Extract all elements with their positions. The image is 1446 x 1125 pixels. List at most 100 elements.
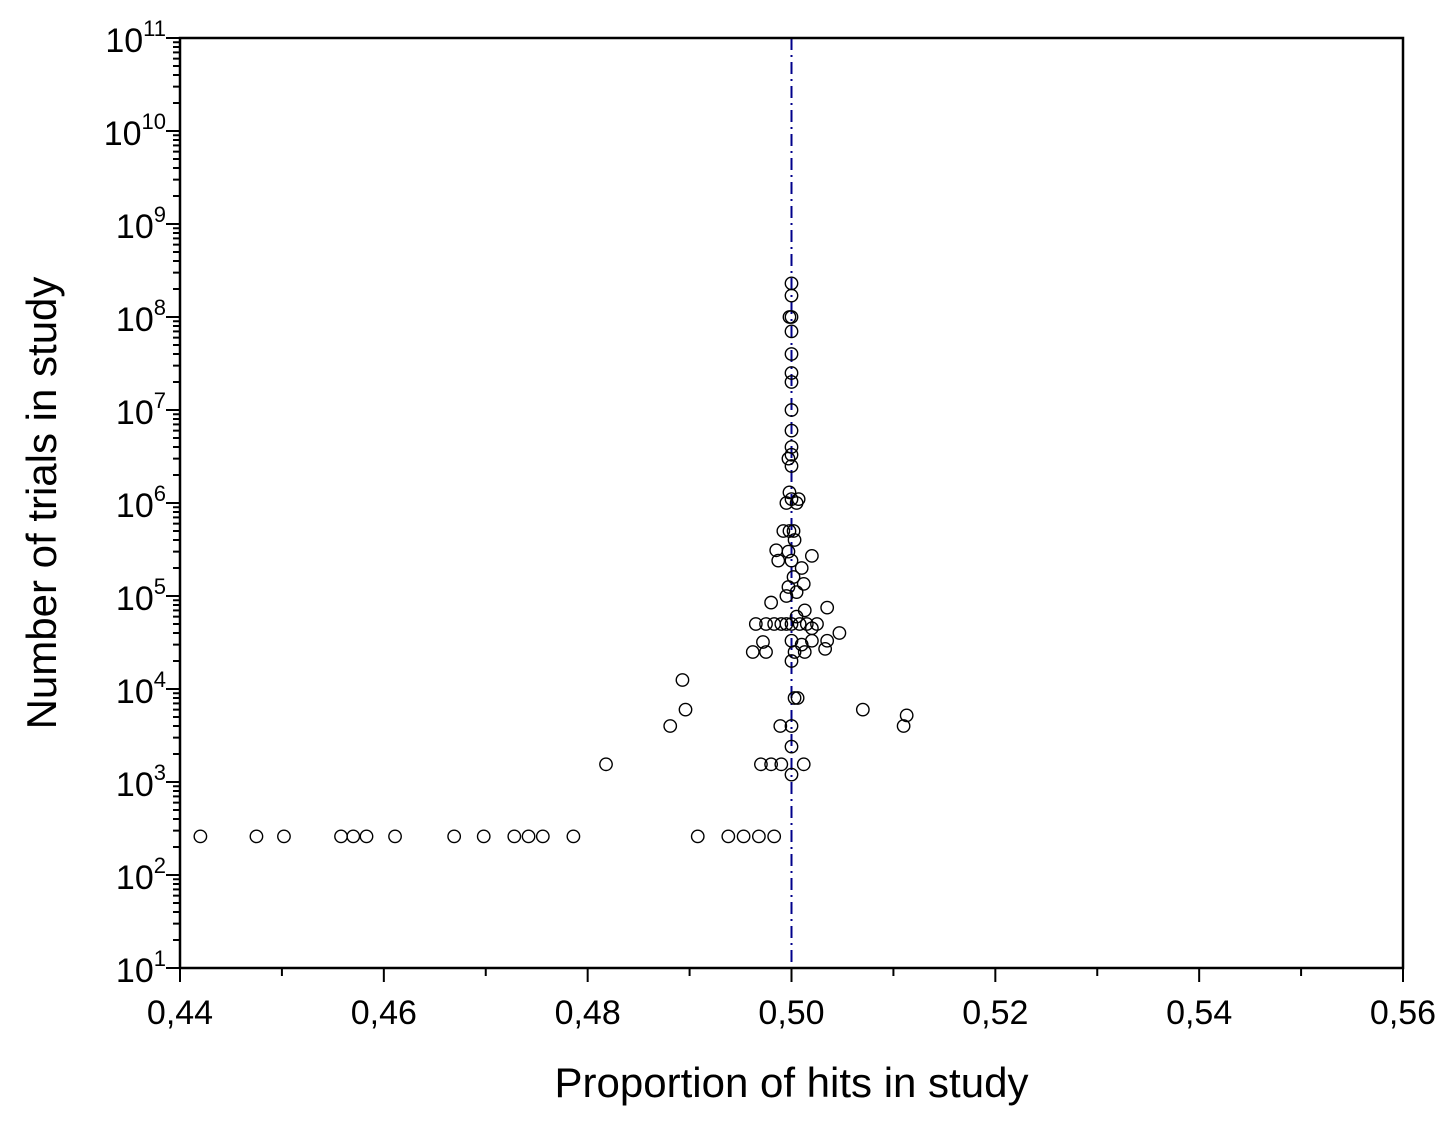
data-point [787,691,802,705]
data-point [678,702,693,717]
data-point [521,829,536,844]
data-point [896,719,911,733]
data-point [346,829,361,844]
data-point [784,276,799,291]
data-point [899,708,914,723]
data-point [784,440,799,454]
y-tick-label: 101 [116,946,166,990]
data-point [820,633,835,648]
data-point [784,719,799,733]
data-point [782,485,797,500]
data-point [789,585,804,600]
data-point [784,403,799,417]
x-axis-ticks [179,968,1404,982]
x-axis-tick-labels: 0,44 0,46 0,48 0,50 0,52 0,54 0,56 [147,994,1436,1032]
plot-area-frame [178,36,1405,970]
data-point [791,492,806,507]
data-point [784,739,799,754]
data-point [784,767,799,782]
x-tick-label: 0,52 [962,994,1028,1032]
y-axis-title: Number of trials in study [18,277,65,730]
data-point [790,691,805,705]
x-tick-label: 0,50 [758,994,824,1032]
data-point [786,570,801,584]
y-tick-label: 1010 [104,109,166,153]
data-point [784,654,799,668]
data-point [855,702,870,717]
data-point [786,524,801,538]
data-point [599,757,613,772]
data-point [792,617,807,631]
data-point [748,617,763,631]
y-tick-label: 103 [116,760,166,804]
data-point [776,524,791,538]
data-point [810,617,824,631]
data-point [745,645,760,659]
data-point [756,635,770,649]
data-point [784,423,799,438]
data-point [796,576,811,591]
data-point [193,829,208,844]
data-point [784,553,799,568]
data-points [193,276,914,844]
data-point [690,829,705,844]
data-point [663,719,678,733]
data-point [566,829,581,844]
data-point [736,829,751,844]
data-point [388,829,402,844]
data-point [820,600,835,615]
data-point [796,757,811,772]
data-point [767,829,782,844]
data-point [782,524,797,538]
x-tick-label: 0,48 [555,994,621,1032]
data-point [751,829,766,844]
y-tick-label: 102 [116,853,166,897]
x-axis-title: Proportion of hits in study [555,1059,1029,1106]
data-point [781,544,796,559]
data-point [818,641,833,656]
data-point [789,609,804,624]
y-tick-label: 106 [116,481,166,525]
data-point [675,673,690,687]
data-point [759,617,773,631]
data-point [784,617,799,631]
y-tick-label: 109 [116,202,166,246]
x-tick-label: 0,44 [147,994,213,1032]
data-point [784,375,799,389]
data-point [535,829,550,844]
data-point [771,553,786,568]
y-tick-label: 1011 [105,16,166,60]
data-point [797,645,812,659]
y-axis-tick-labels: 101 102 103 104 105 106 107 108 109 1010 1011 [104,16,166,990]
data-point [277,829,291,844]
data-point [784,347,799,361]
x-tick-label: 0,56 [1370,994,1436,1032]
y-tick-label: 104 [116,667,166,711]
data-point [774,757,789,772]
data-point [784,324,799,339]
data-point [804,621,819,636]
data-point [359,829,374,844]
data-point [804,548,819,563]
data-point [249,829,264,844]
data-point [764,595,779,610]
x-tick-label: 0,54 [1166,994,1232,1032]
y-tick-label: 105 [116,574,166,618]
data-point [784,459,799,473]
data-point [754,757,768,772]
data-point [794,561,809,575]
data-point [779,617,794,631]
x-tick-label: 0,46 [351,994,417,1032]
data-point [507,829,522,844]
data-point [447,829,462,844]
data-point [784,310,799,324]
data-point [784,366,799,380]
data-point [784,447,799,462]
y-tick-label: 108 [116,295,166,339]
data-point [476,829,491,844]
y-tick-label: 107 [116,388,166,432]
data-point [721,829,736,844]
data-point [764,757,779,772]
